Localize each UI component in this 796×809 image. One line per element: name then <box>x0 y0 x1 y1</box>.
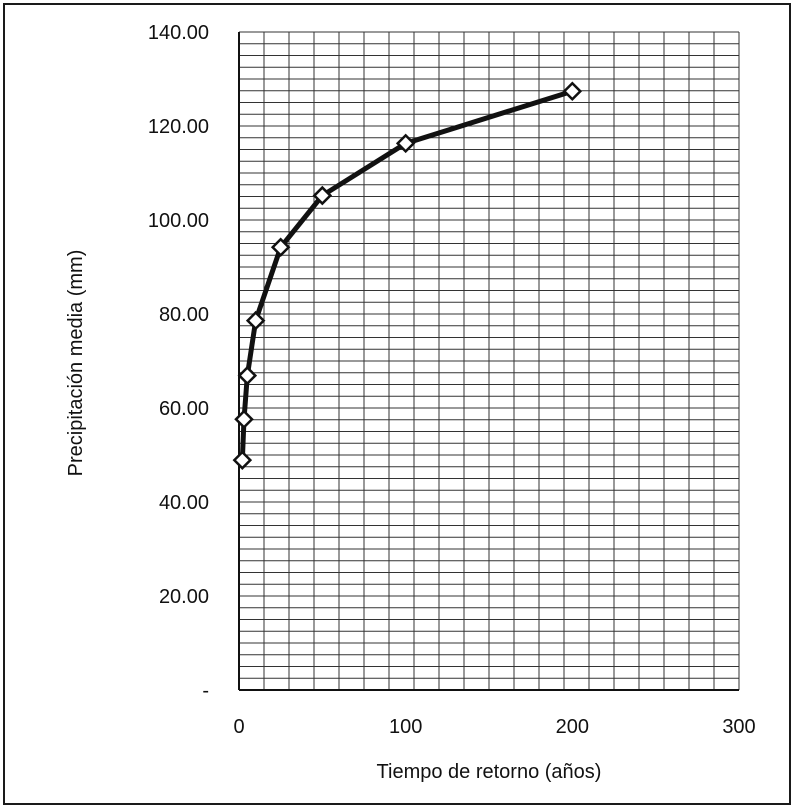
x-tick-label: 0 <box>233 716 244 738</box>
data-point-marker <box>239 368 255 384</box>
y-axis-title: Precipitación media (mm) <box>65 250 87 477</box>
y-tick-label: 40.00 <box>159 492 209 514</box>
x-axis-title: Tiempo de retorno (años) <box>377 761 602 783</box>
grid <box>239 32 739 690</box>
y-tick-labels: - 20.00 40.00 60.00 80.00 100.00 120.00 140.00 <box>148 22 209 702</box>
y-tick-label: 120.00 <box>148 116 209 138</box>
x-tick-label: 300 <box>722 716 755 738</box>
y-tick-label: - <box>202 680 209 702</box>
y-tick-label: 60.00 <box>159 398 209 420</box>
x-tick-labels: 0 100 200 300 <box>233 716 755 738</box>
x-tick-label: 100 <box>389 716 422 738</box>
x-tick-label: 200 <box>556 716 589 738</box>
series <box>234 83 580 468</box>
y-tick-label: 100.00 <box>148 210 209 232</box>
y-tick-label: 140.00 <box>148 22 209 44</box>
y-tick-label: 80.00 <box>159 304 209 326</box>
data-point-marker <box>564 83 580 99</box>
y-tick-label: 20.00 <box>159 586 209 608</box>
